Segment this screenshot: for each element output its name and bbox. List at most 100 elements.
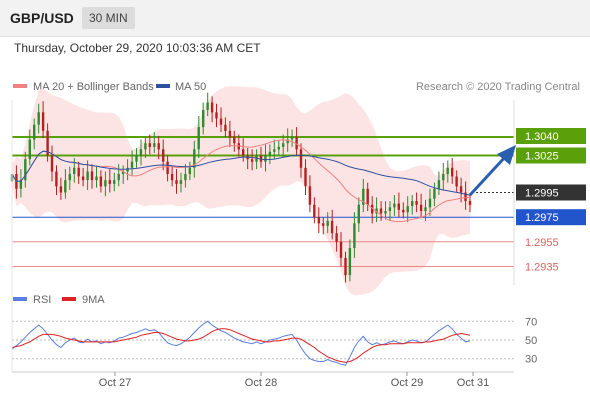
ma50-legend-swatch	[156, 84, 170, 88]
rsi-ma-legend-swatch	[62, 297, 76, 301]
candle-body	[428, 198, 432, 208]
candle-body	[81, 176, 85, 181]
candle-body	[317, 217, 320, 224]
candle-body	[179, 180, 183, 184]
candle-body	[402, 209, 405, 213]
level-label-1.2935: 1.2935	[525, 262, 559, 274]
candle-body	[353, 223, 356, 248]
rsi-legend-swatch	[13, 297, 27, 301]
candle-body	[233, 137, 236, 144]
candle-body	[108, 180, 111, 184]
candle-body	[104, 180, 107, 187]
candle-body	[90, 171, 94, 181]
candle-body	[415, 201, 418, 205]
candle-body	[371, 204, 374, 214]
rsi-tick-70: 70	[525, 316, 537, 328]
candle-body	[304, 167, 307, 187]
moving-averages	[11, 139, 471, 223]
level-tag-1.3025	[516, 147, 586, 164]
candle-body	[157, 143, 160, 150]
rsi-panel: 70 50 30	[11, 316, 537, 366]
x-tick-label: Oct 29	[391, 377, 423, 389]
level-lines	[12, 100, 515, 285]
candle-body	[464, 192, 467, 202]
level-label-1.3025: 1.3025	[525, 151, 559, 163]
candle-body	[188, 167, 191, 174]
candle-body	[73, 167, 76, 174]
candle-body	[451, 167, 454, 177]
candle-body	[139, 149, 143, 156]
bollinger-band-fill	[12, 86, 470, 296]
level-labels: 1.3040 1.3025 1.2995 1.2975 1.2955 1.2935	[516, 128, 586, 274]
ma20-legend-swatch	[13, 84, 27, 88]
candle-body	[224, 124, 227, 131]
candle-body	[68, 174, 71, 181]
candle-body	[322, 223, 325, 226]
candle-body	[197, 127, 200, 150]
level-tag-1.2975	[516, 209, 586, 226]
candle-body	[357, 204, 360, 224]
copyright-text: Research © 2020 Trading Central	[416, 81, 580, 93]
candle-body	[299, 149, 303, 168]
candle-body	[37, 112, 40, 125]
candle-body	[41, 112, 45, 131]
candle-body	[228, 130, 232, 137]
candle-body	[162, 149, 165, 162]
candle-body	[219, 118, 223, 125]
candle-body	[126, 167, 129, 172]
candle-body	[99, 176, 103, 187]
candle-body	[264, 155, 267, 162]
candle-body	[202, 109, 205, 128]
chart-header: GBP/USD 30 MIN	[0, 0, 590, 37]
candle-body	[286, 139, 289, 144]
candle-body	[366, 188, 369, 205]
candle-body	[130, 161, 134, 168]
candle-body	[242, 149, 245, 156]
symbol-title: GBP/USD	[10, 10, 74, 26]
ma20-legend-label: MA 20 + Bollinger Bands	[33, 81, 154, 93]
candle-body	[184, 174, 187, 181]
candle-body	[411, 201, 414, 206]
rsi-legend-label: RSI	[33, 294, 51, 306]
candle-body	[255, 155, 258, 162]
ma50-legend-label: MA 50	[175, 81, 206, 93]
candle-body	[362, 188, 365, 205]
level-tag-1.3040	[516, 128, 586, 144]
rsi-ma-legend-label: 9MA	[82, 294, 105, 306]
candle-body	[113, 180, 116, 184]
candle-body	[433, 188, 436, 199]
forecast-arrow-icon	[468, 145, 516, 197]
candle-body	[437, 180, 441, 189]
candle-body	[277, 146, 280, 150]
candle-body	[193, 149, 196, 168]
candle-body	[468, 201, 472, 205]
candle-body	[215, 112, 218, 119]
candle-body	[273, 149, 276, 152]
candle-body	[135, 155, 138, 162]
candle-body	[117, 174, 120, 181]
candle-body	[459, 186, 463, 193]
candle-body	[330, 220, 334, 234]
candle-body	[326, 220, 329, 226]
candle-body	[295, 137, 298, 150]
candle-body	[282, 143, 285, 147]
candle-body	[446, 167, 449, 174]
candle-body	[268, 151, 272, 156]
candle-body	[419, 204, 423, 211]
candle-body	[210, 102, 214, 113]
candle-body	[153, 143, 156, 147]
x-tick-label: Oct 31	[457, 377, 489, 389]
candle-body	[406, 206, 409, 213]
candle-body	[388, 207, 392, 211]
candles	[10, 92, 472, 283]
candle-body	[175, 180, 178, 184]
candle-body	[339, 241, 343, 258]
candle-body	[95, 176, 98, 181]
candle-body	[144, 143, 147, 150]
timeframe-button[interactable]: 30 MIN	[82, 7, 135, 29]
candle-body	[148, 143, 151, 147]
rsi-tick-30: 30	[525, 354, 537, 366]
x-tick-label: Oct 27	[99, 377, 131, 389]
candle-body	[348, 248, 352, 276]
level-tag-1.2995	[516, 184, 586, 201]
